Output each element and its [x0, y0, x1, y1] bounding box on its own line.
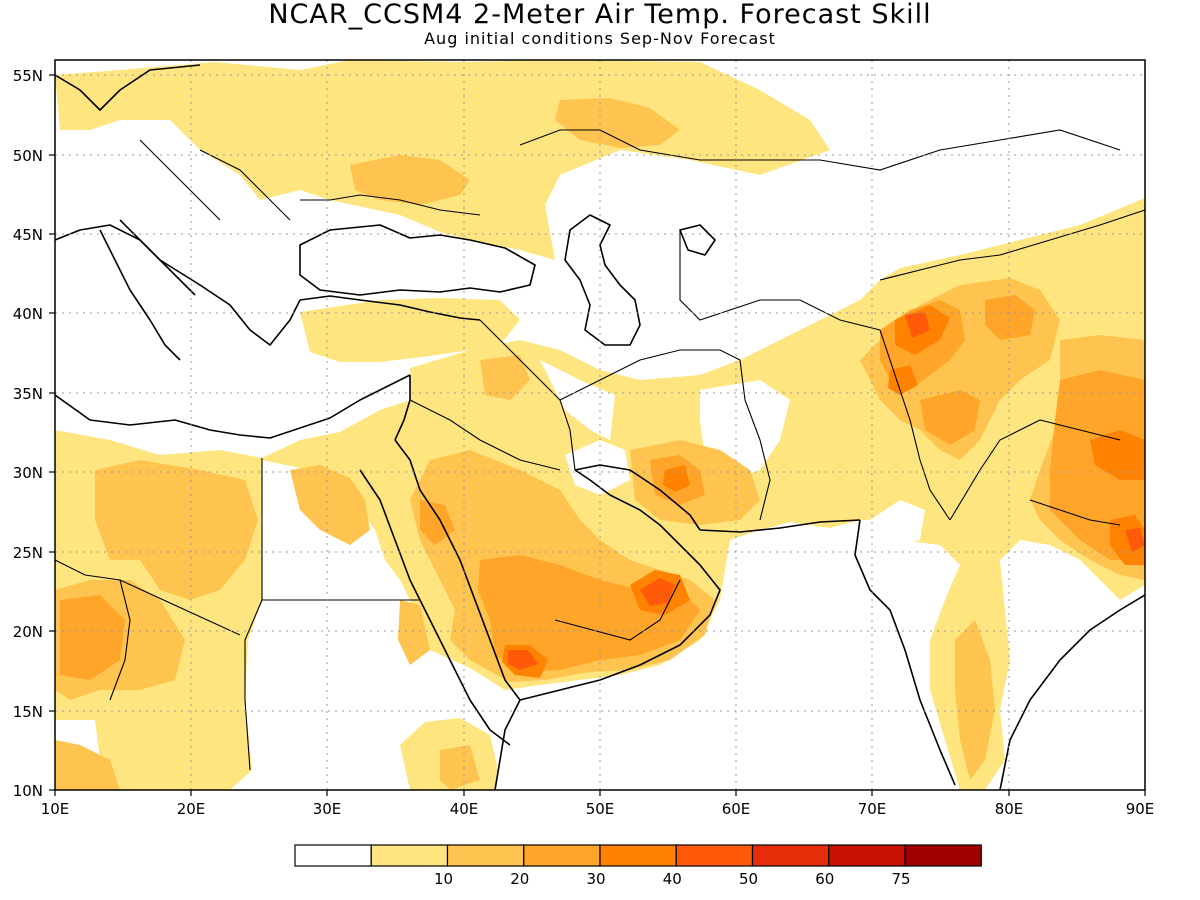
persian-gulf-coast: [574, 464, 701, 531]
lat-label: 10N: [13, 782, 43, 800]
legend-swatch: [599, 844, 677, 867]
map-title: NCAR_CCSM4 2-Meter Air Temp. Forecast Sk…: [268, 0, 932, 30]
lon-label: 50E: [586, 800, 615, 818]
caspian-sea-coast: [564, 214, 641, 346]
legend-label: 50: [739, 870, 758, 888]
legend-swatch: [370, 844, 449, 867]
lat-labels: 10N 15N 20N 25N 30N 35N 40N 45N 50N 55N: [13, 67, 43, 800]
skill-region-anatolia: [300, 298, 520, 362]
arabia-coast: [519, 469, 721, 701]
red-sea-coast: [359, 469, 511, 746]
legend-label: 75: [891, 870, 910, 888]
lat-label: 25N: [13, 544, 43, 562]
lat-label: 15N: [13, 703, 43, 721]
lon-label: 90E: [1126, 800, 1155, 818]
lat-label: 55N: [13, 67, 43, 85]
map-subtitle: Aug initial conditions Sep-Nov Forecast: [424, 29, 776, 48]
legend-label: 20: [510, 870, 529, 888]
map-gridlines: [55, 60, 1145, 790]
levant-coast: [299, 295, 481, 441]
legend-swatch: [523, 844, 601, 867]
legend-swatch: [675, 844, 754, 867]
lon-label: 30E: [313, 800, 342, 818]
legend-swatch: [294, 844, 372, 867]
legend-label: 30: [586, 870, 605, 888]
lon-label: 80E: [995, 800, 1024, 818]
legend-swatch: [828, 844, 906, 867]
north-africa-coast: [55, 374, 411, 439]
tick-marks: [49, 74, 1146, 796]
india-coast: [854, 519, 956, 786]
lat-label: 20N: [13, 623, 43, 641]
lat-label: 40N: [13, 305, 43, 323]
legend-swatch: [446, 844, 525, 867]
lon-label: 70E: [858, 800, 887, 818]
legend-swatch: [904, 844, 982, 867]
lat-label: 50N: [13, 147, 43, 165]
color-legend: 10 20 30 40 50 60 75: [294, 844, 982, 888]
legend-label: 60: [815, 870, 834, 888]
legend-label: 10: [434, 870, 453, 888]
skill-region-sudan-west: [155, 690, 210, 770]
legend-swatch: [751, 844, 830, 867]
lat-label: 30N: [13, 464, 43, 482]
lon-label: 10E: [41, 800, 70, 818]
lat-label: 45N: [13, 226, 43, 244]
lon-label: 60E: [722, 800, 751, 818]
lon-label: 20E: [177, 800, 206, 818]
lon-labels: 10E 20E 30E 40E 50E 60E 70E 80E 90E: [41, 800, 1155, 818]
skill-field: [55, 60, 1145, 790]
legend-label: 40: [663, 870, 682, 888]
lat-label: 35N: [13, 385, 43, 403]
lon-label: 40E: [450, 800, 479, 818]
